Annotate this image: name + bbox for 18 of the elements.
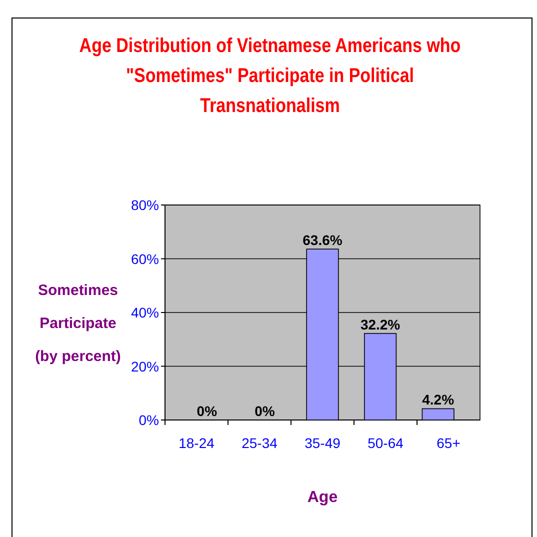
x-tick-label: 50-64 (368, 435, 404, 451)
y-tick-label: 60% (130, 250, 159, 267)
x-tick-label: 35-49 (304, 435, 341, 451)
data-label: 32.2% (360, 316, 401, 332)
y-axis-title: Sometimes Participate (by percent) (35, 282, 121, 365)
x-tick-label: 65+ (436, 435, 460, 451)
x-axis-title: Age (307, 489, 338, 506)
y-tick-label: 80% (130, 197, 159, 213)
data-label: 4.2% (422, 392, 455, 408)
x-tick-label: 18-24 (178, 435, 215, 451)
y-tick-label: 0% (138, 412, 159, 428)
chart-title: Age Distribution of Vietnamese Americans who "Sometimes" Participate in Political Transnationalism (79, 34, 461, 116)
y-tick-label: 40% (130, 304, 159, 320)
data-label: 63.6% (302, 232, 343, 248)
y-tick-label: 20% (130, 358, 159, 374)
data-label: 0% (196, 403, 218, 419)
x-tick-label: 25-34 (242, 435, 278, 451)
data-label: 0% (254, 403, 276, 419)
